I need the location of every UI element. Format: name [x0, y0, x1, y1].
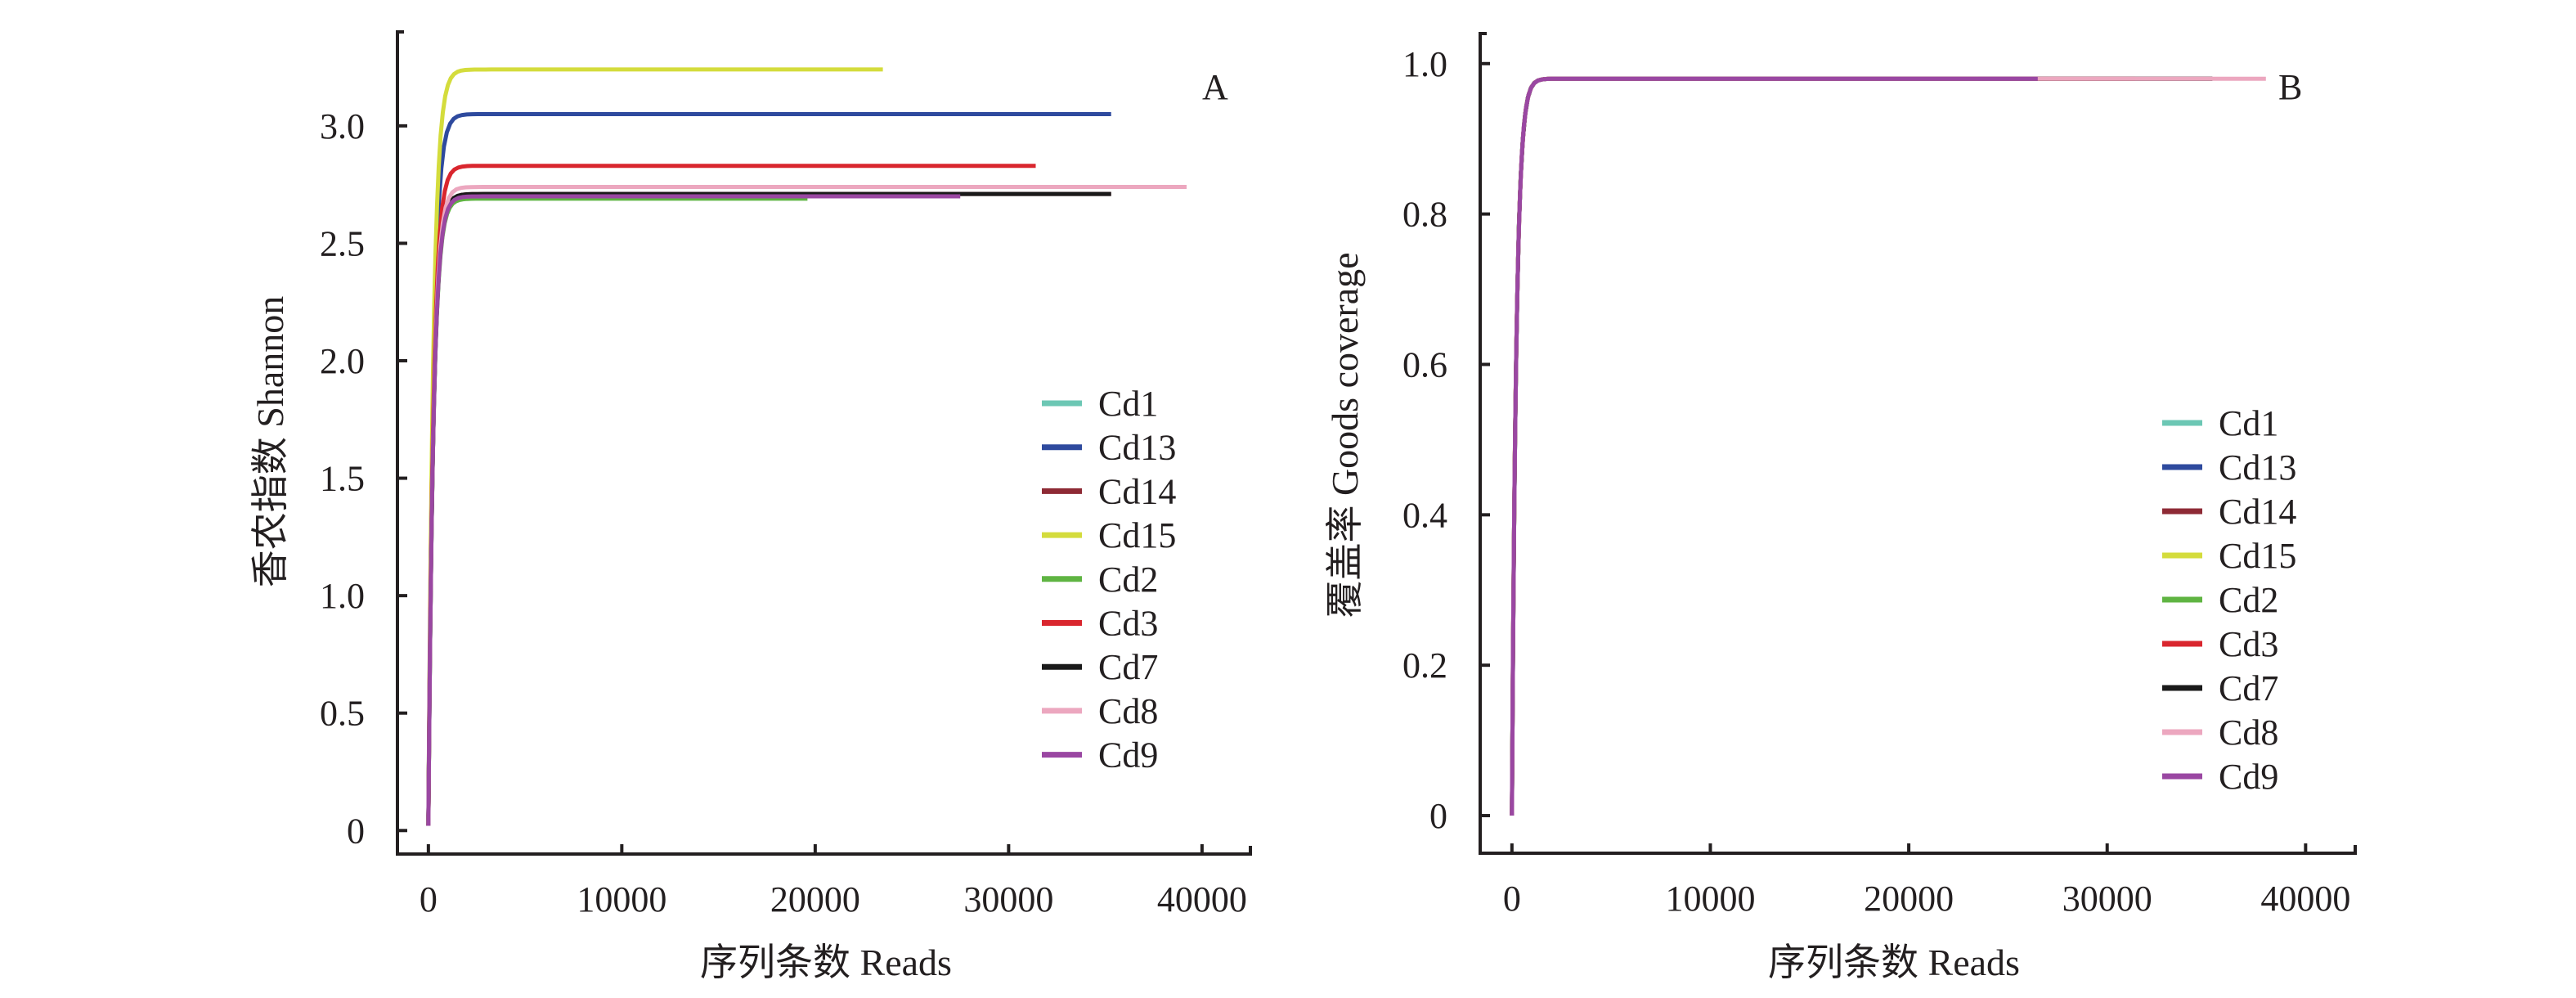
legend-item-cd13: Cd13 [1042, 428, 1176, 468]
legend-item-cd1: Cd1 [2162, 403, 2278, 443]
series-group [426, 67, 1187, 828]
x-tick-label: 30000 [963, 879, 1053, 919]
series-line-cd3 [426, 164, 1036, 828]
legend-label: Cd15 [2219, 536, 2296, 576]
x-tick-label: 40000 [2260, 879, 2350, 919]
x-tick-label: 0 [420, 879, 438, 919]
x-axis-title: 序列条数 Reads [700, 942, 952, 983]
legend-label: Cd2 [2219, 580, 2278, 620]
legend-label: Cd15 [1098, 515, 1176, 555]
legend-item-cd14: Cd14 [1042, 471, 1176, 511]
series-line-cd2 [1510, 76, 1901, 818]
y-axis-title: 香农指数 Shannon [249, 296, 291, 588]
y-tick-label: 0.5 [320, 694, 365, 734]
series-line-cd2 [426, 196, 808, 828]
series-line-cd7 [426, 191, 1111, 828]
legend-item-cd7: Cd7 [1042, 647, 1158, 687]
legend-item-cd8: Cd8 [2162, 713, 2278, 753]
legend-label: Cd8 [1098, 691, 1158, 731]
y-tick-label: 1.5 [320, 459, 365, 499]
legend-label: Cd1 [1098, 384, 1158, 424]
x-tick-label: 30000 [2062, 879, 2152, 919]
y-tick-label: 0 [1429, 796, 1447, 836]
axes: 0 0.2 0.4 0.6 0.8 1.0 0 10000 20000 30000 40000 [1402, 32, 2357, 919]
series-line-cd15 [426, 67, 883, 828]
legend-label: Cd7 [1098, 647, 1158, 687]
series-line-cd1 [1510, 76, 2048, 817]
legend-label: Cd7 [2219, 668, 2278, 708]
series-line-cd13 [426, 112, 1111, 828]
legend-label: Cd1 [2219, 403, 2278, 443]
legend-item-cd9: Cd9 [1042, 735, 1158, 775]
legend-item-cd13: Cd13 [2162, 447, 2296, 488]
series-line-cd15 [1510, 76, 1978, 818]
y-axis-title: 覆盖率 Goods coverage [1324, 252, 1366, 618]
legend-label: Cd14 [1098, 471, 1176, 511]
legend-label: Cd9 [1098, 735, 1158, 775]
legend-label: Cd9 [2219, 757, 2278, 797]
panel-label: B [2278, 67, 2302, 107]
series-line-cd14 [1510, 76, 2213, 817]
y-tick-label: 2.0 [320, 341, 365, 381]
legend-item-cd15: Cd15 [1042, 515, 1176, 555]
y-tick-label: 3.0 [320, 106, 365, 146]
series-line-cd8 [426, 185, 1187, 828]
x-axis-title: 序列条数 Reads [1768, 942, 2020, 983]
legend-item-cd7: Cd7 [2162, 668, 2278, 708]
legend-label: Cd14 [2219, 492, 2296, 532]
legend-item-cd1: Cd1 [1042, 384, 1158, 424]
legend-label: Cd13 [2219, 447, 2296, 488]
x-tick-label: 20000 [770, 879, 860, 919]
series-line-cd13 [1510, 76, 2213, 817]
series-line-cd9 [1510, 76, 2038, 817]
x-tick-label: 0 [1503, 879, 1521, 919]
legend-item-cd3: Cd3 [1042, 604, 1158, 644]
legend-item-cd9: Cd9 [2162, 757, 2278, 797]
y-tick-label: 0.6 [1402, 344, 1447, 384]
y-tick-label: 1.0 [1402, 44, 1447, 84]
y-tick-label: 1.0 [320, 576, 365, 616]
legend-item-cd14: Cd14 [2162, 492, 2296, 532]
series-group [1510, 76, 2266, 818]
axis-frame [396, 30, 1252, 856]
legend-label: Cd13 [1098, 428, 1176, 468]
y-tick-label: 0 [347, 811, 365, 851]
series-line-cd14 [426, 191, 1111, 828]
legend-item-cd15: Cd15 [2162, 536, 2296, 576]
y-tick-label: 2.5 [320, 223, 365, 263]
legend-item-cd3: Cd3 [2162, 624, 2278, 664]
x-tick-label: 10000 [577, 879, 666, 919]
legend-label: Cd3 [1098, 604, 1158, 644]
chart-panel-a: 0 0.5 1.0 1.5 2.0 2.5 3.0 0 10000 20000 30000 40000… [249, 30, 1252, 983]
legend-item-cd2: Cd2 [1042, 560, 1158, 600]
axes: 0 0.5 1.0 1.5 2.0 2.5 3.0 0 10000 20000 30000 40000 [320, 30, 1252, 919]
x-tick-label: 20000 [1864, 879, 1954, 919]
legend-label: Cd2 [1098, 560, 1158, 600]
y-tick-label: 0.2 [1402, 645, 1447, 686]
y-tick-label: 0.4 [1402, 495, 1447, 535]
x-tick-label: 10000 [1665, 879, 1755, 919]
legend-label: Cd3 [2219, 624, 2278, 664]
legend-item-cd2: Cd2 [2162, 580, 2278, 620]
series-line-cd7 [1510, 76, 2213, 817]
x-tick-label: 40000 [1157, 879, 1247, 919]
panel-label: A [1202, 67, 1228, 107]
legend-label: Cd8 [2219, 713, 2278, 753]
series-line-cd1 [426, 194, 951, 828]
legend-item-cd8: Cd8 [1042, 691, 1158, 731]
series-line-cd3 [1510, 76, 2135, 817]
series-line-cd8 [1510, 76, 2266, 817]
series-line-cd9 [426, 194, 961, 828]
chart-panel-b: 0 0.2 0.4 0.6 0.8 1.0 0 10000 20000 30000 40000 Cd… [1324, 32, 2357, 983]
axis-frame [1479, 32, 2357, 855]
y-tick-label: 0.8 [1402, 195, 1447, 235]
